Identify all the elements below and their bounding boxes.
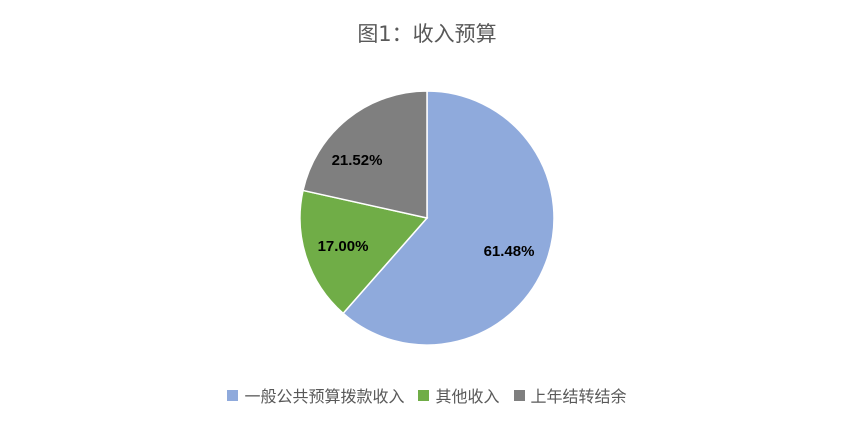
legend-label: 一般公共预算拨款收入 (244, 387, 405, 406)
pie-slice-carryover (302, 90, 428, 219)
legend-label: 上年结转结余 (530, 387, 627, 406)
pie-slice-general-budget (342, 90, 555, 346)
legend-item-general-budget: 一般公共预算拨款收入 (227, 383, 404, 407)
legend-swatch (513, 389, 525, 401)
pie-data-label: 21.52% (332, 152, 383, 169)
pie-data-label: 17.00% (318, 238, 369, 255)
legend-swatch (418, 389, 430, 401)
pie-slice-other-income (299, 189, 429, 315)
legend-item-carryover: 上年结转结余 (513, 383, 627, 407)
legend-label: 其他收入 (435, 387, 500, 406)
legend-swatch (227, 389, 239, 401)
chart-title: 图1：收入预算 (357, 22, 497, 46)
legend-item-other-income: 其他收入 (418, 383, 500, 407)
chart-legend: 一般公共预算拨款收入 其他收入 上年结转结余 (0, 383, 854, 407)
pie-data-label: 61.48% (484, 243, 535, 260)
